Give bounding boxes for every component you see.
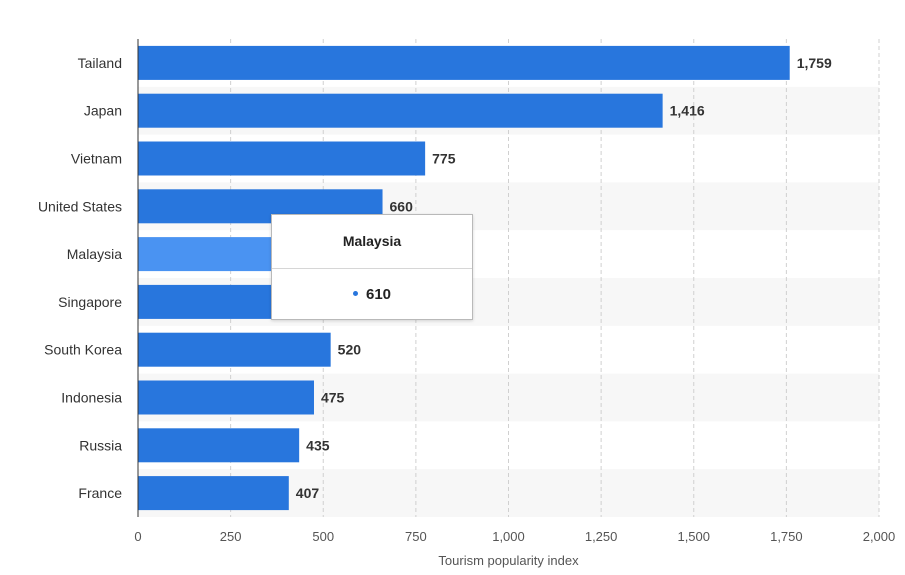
- tooltip-value: 610: [365, 286, 392, 303]
- bar[interactable]: [138, 380, 314, 415]
- category-label: Russia: [79, 437, 122, 453]
- x-tick-label: 500: [312, 529, 334, 544]
- category-label: United States: [38, 198, 122, 214]
- category-label: Japan: [84, 103, 122, 119]
- category-label: Vietnam: [71, 151, 122, 167]
- data-label: 475: [321, 390, 345, 406]
- tooltip: Malaysia 610: [271, 214, 473, 320]
- data-label: 407: [296, 485, 320, 501]
- data-label: 660: [390, 198, 414, 214]
- bar[interactable]: [138, 45, 790, 80]
- category-label: Singapore: [58, 294, 122, 310]
- tooltip-body: 610: [272, 269, 472, 321]
- data-label: 435: [306, 437, 330, 453]
- data-label: 520: [338, 342, 362, 358]
- bar[interactable]: [138, 141, 426, 176]
- x-tick-label: 0: [134, 529, 141, 544]
- x-tick-label: 250: [220, 529, 242, 544]
- x-tick-label: 1,000: [492, 529, 525, 544]
- bar[interactable]: [138, 476, 289, 511]
- x-axis-title: Tourism popularity index: [438, 553, 579, 568]
- x-tick-label: 1,500: [677, 529, 710, 544]
- category-label: Malaysia: [67, 246, 122, 262]
- x-tick-label: 2,000: [863, 529, 896, 544]
- x-tick-label: 1,750: [770, 529, 803, 544]
- x-tick-label: 1,250: [585, 529, 618, 544]
- category-label: South Korea: [44, 342, 122, 358]
- bar[interactable]: [138, 93, 663, 128]
- category-label: Tailand: [78, 55, 122, 71]
- category-label: France: [78, 485, 122, 501]
- data-label: 1,759: [797, 55, 832, 71]
- tooltip-title: Malaysia: [272, 215, 472, 269]
- category-label: Indonesia: [61, 390, 122, 406]
- data-label: 775: [432, 151, 456, 167]
- x-tick-label: 750: [405, 529, 427, 544]
- data-label: 1,416: [670, 103, 705, 119]
- category-labels: Tailand Japan Vietnam United States Malaysia…: [38, 55, 122, 501]
- bar[interactable]: [138, 332, 331, 367]
- x-tick-labels: 0 250 500 750 1,000 1,250 1,500 1,750 2,000: [134, 529, 895, 544]
- bar[interactable]: [138, 428, 300, 463]
- series-dot-icon: [352, 290, 358, 296]
